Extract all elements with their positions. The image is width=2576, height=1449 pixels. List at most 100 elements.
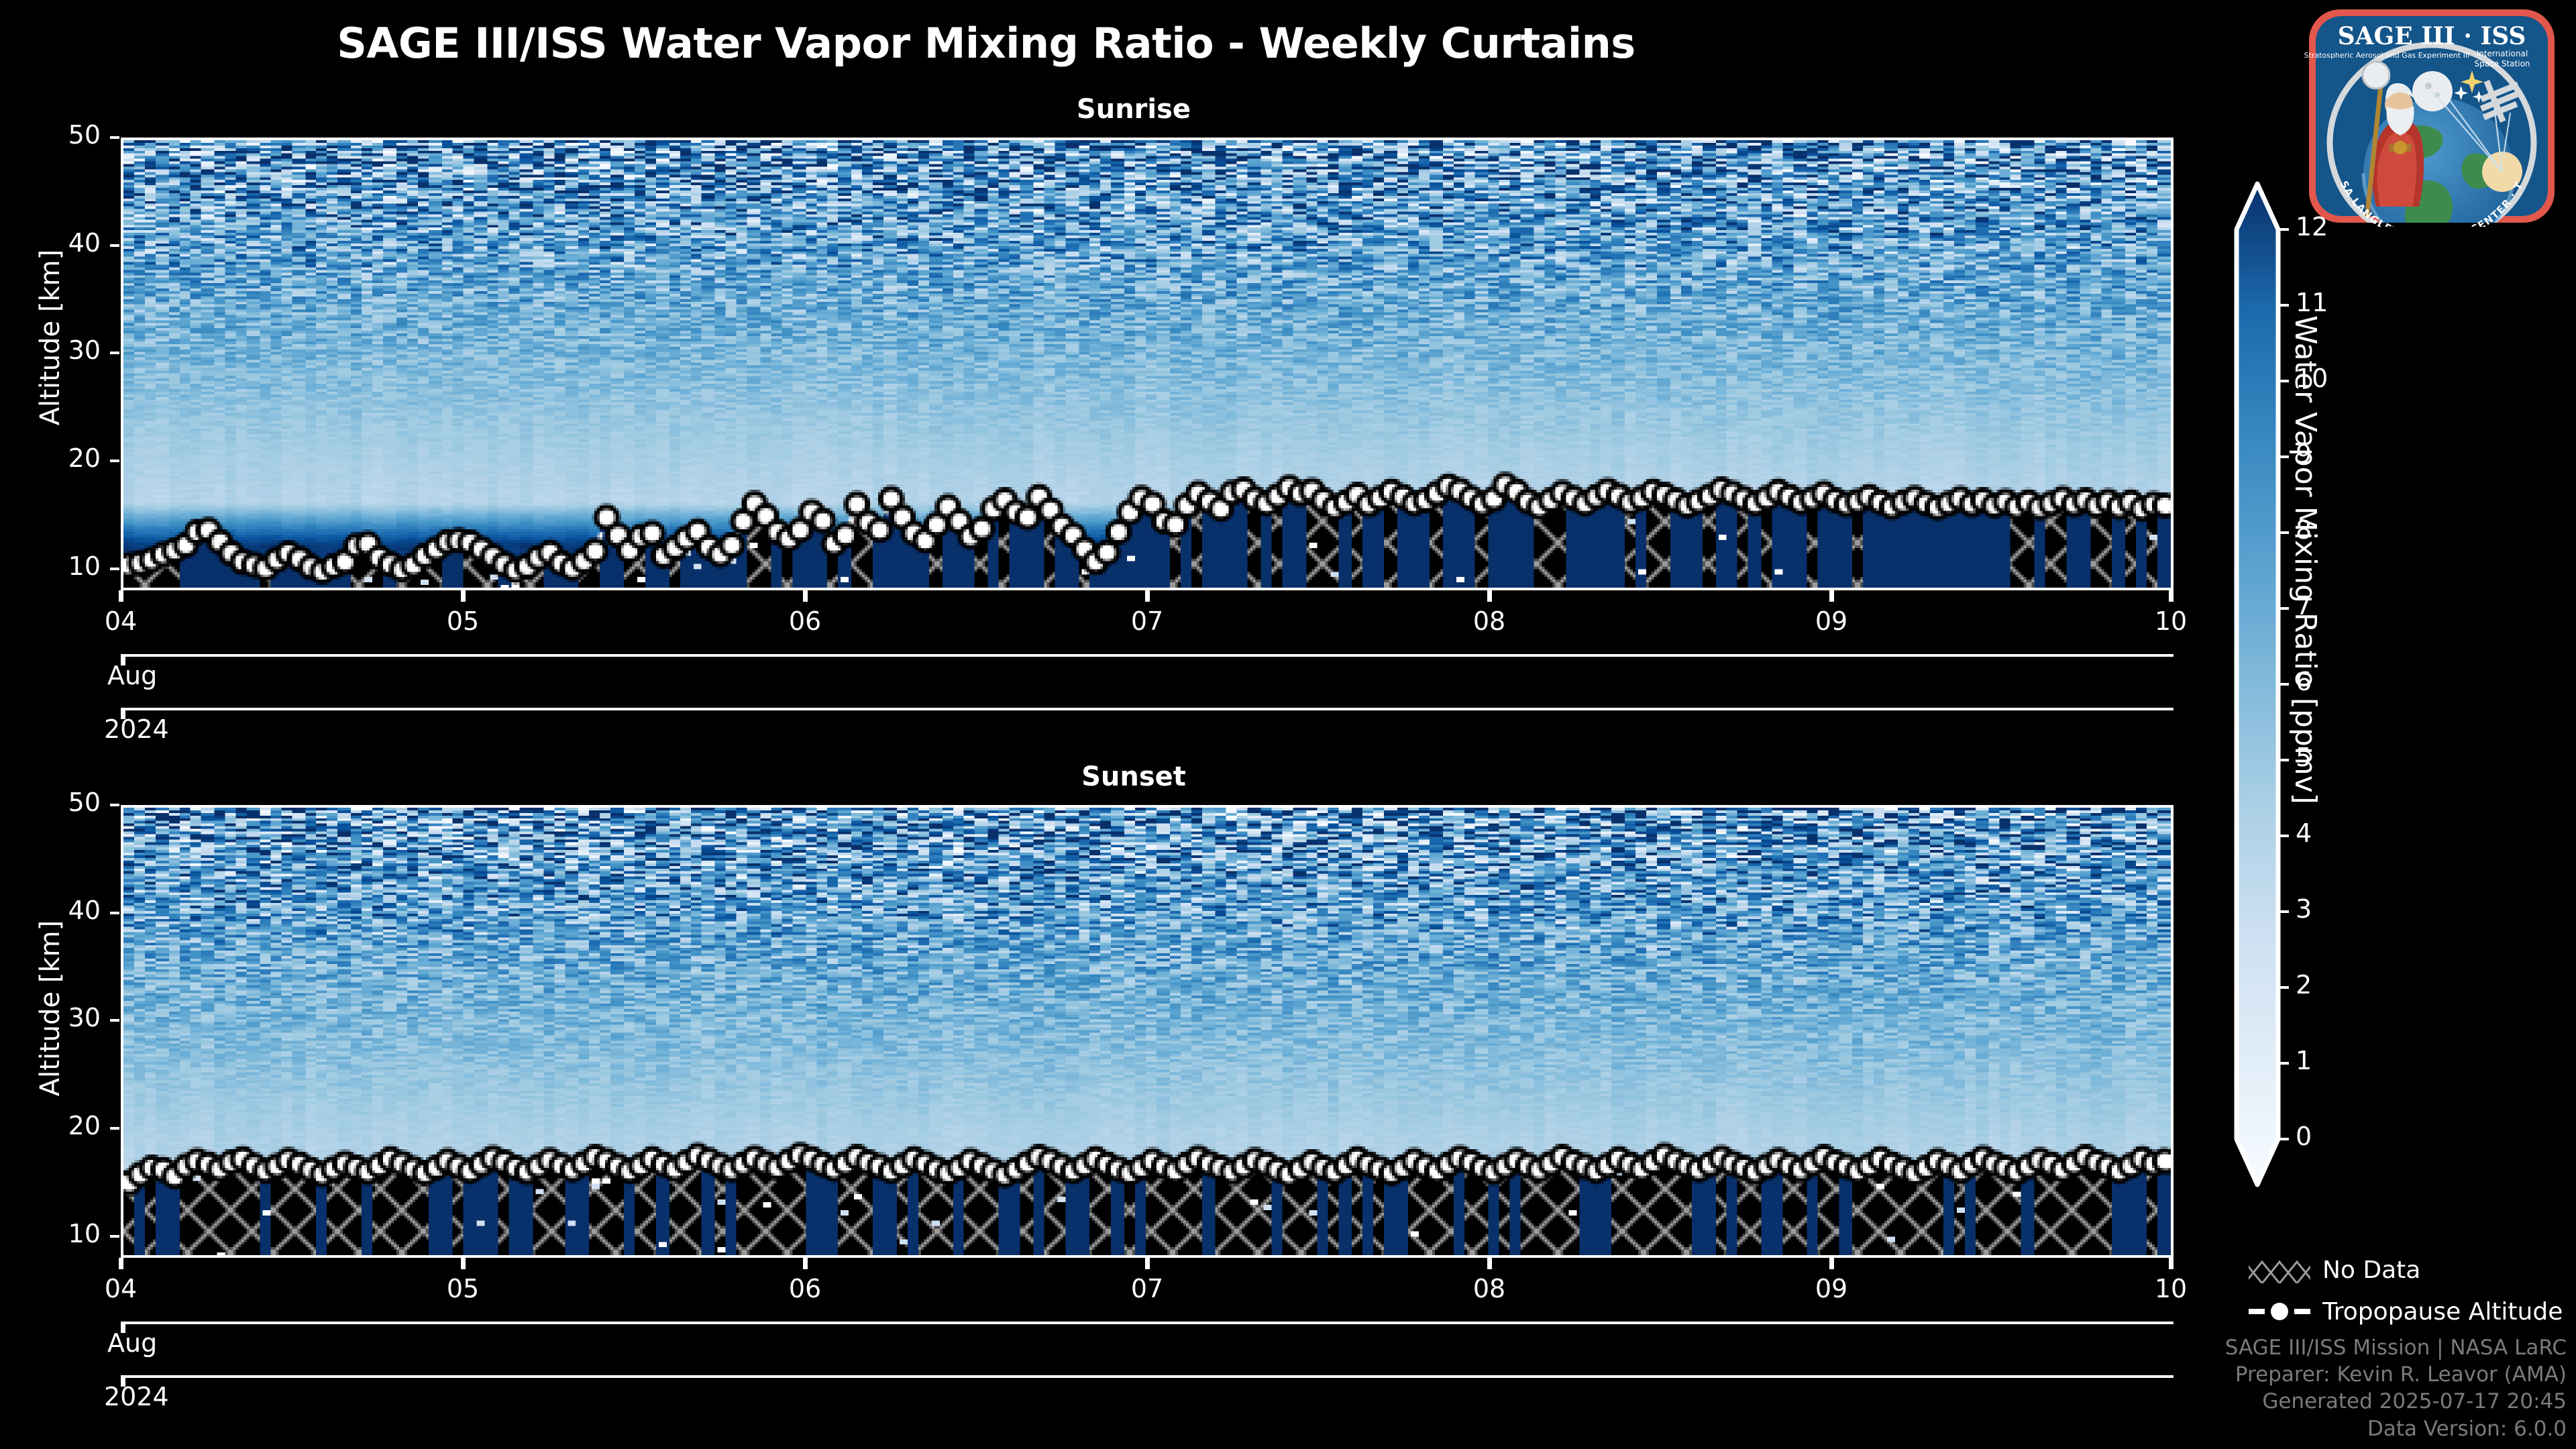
x-tick-label-08: 08 bbox=[1472, 1274, 1506, 1303]
x-tick-mark bbox=[461, 590, 466, 602]
colorbar-tick-label-0: 0 bbox=[2296, 1122, 2312, 1151]
month-label-sunset: Aug bbox=[107, 1328, 158, 1358]
x-tick-label-09: 09 bbox=[1815, 606, 1848, 636]
year-rule-sunset bbox=[121, 1375, 2174, 1378]
colorbar-tick-mark-3 bbox=[2279, 910, 2289, 913]
colorbar-tick-label-10: 10 bbox=[2296, 364, 2328, 393]
y-tick-mark bbox=[110, 1019, 119, 1022]
x-tick-label-06: 06 bbox=[788, 1274, 822, 1303]
sage-iii-iss-mission-patch-icon: BALL · NASA LANGLEY RESEARCH CENTER · TA… bbox=[2296, 0, 2563, 245]
legend: No Data Tropopause Altitude bbox=[2243, 1249, 2571, 1332]
page-title: SAGE III/ISS Water Vapor Mixing Ratio - … bbox=[337, 19, 1635, 68]
colorbar-tick-label-12: 12 bbox=[2296, 212, 2328, 241]
colorbar-tick-mark-0 bbox=[2279, 1138, 2289, 1140]
month-tick-sunrise bbox=[121, 654, 125, 665]
colorbar-tick-mark-12 bbox=[2279, 228, 2289, 231]
colorbar-tick-mark-7 bbox=[2279, 607, 2289, 610]
colorbar-tick-label-11: 11 bbox=[2296, 288, 2328, 317]
legend-item-no-data: No Data bbox=[2243, 1249, 2571, 1291]
x-tick-label-10: 10 bbox=[2154, 1274, 2188, 1303]
x-tick-mark bbox=[119, 590, 123, 602]
x-tick-label-05: 05 bbox=[446, 606, 480, 636]
no-data-hatch-icon bbox=[2243, 1256, 2316, 1285]
x-tick-mark bbox=[1487, 590, 1492, 602]
heatmap-panel-sunset[interactable] bbox=[121, 805, 2174, 1258]
x-tick-label-08: 08 bbox=[1472, 606, 1506, 636]
colorbar-tick-label-5: 5 bbox=[2296, 743, 2312, 772]
colorbar-tick-mark-2 bbox=[2279, 986, 2289, 989]
year-label-sunset: 2024 bbox=[104, 1382, 169, 1411]
x-tick-mark bbox=[803, 1258, 808, 1269]
y-tick-mark bbox=[110, 244, 119, 247]
colorbar-label: Water Vapor Mixing Ratio [ppmv] bbox=[2288, 315, 2322, 804]
footer-line-version: Data Version: 6.0.0 bbox=[2367, 1416, 2567, 1441]
y-tick-label-10: 10 bbox=[68, 1218, 101, 1248]
y-tick-label-20: 20 bbox=[68, 443, 101, 474]
x-tick-label-07: 07 bbox=[1130, 1274, 1164, 1303]
year-tick-sunset bbox=[121, 1375, 125, 1387]
y-tick-mark bbox=[110, 911, 119, 914]
colorbar-tick-mark-1 bbox=[2279, 1062, 2289, 1065]
x-tick-mark bbox=[119, 1258, 123, 1269]
x-tick-mark bbox=[1145, 590, 1150, 602]
y-tick-mark bbox=[110, 352, 119, 355]
year-tick-sunrise bbox=[121, 708, 125, 719]
heatmap-canvas-sunrise bbox=[123, 140, 2171, 588]
footer-line-mission: SAGE III/ISS Mission | NASA LaRC bbox=[2224, 1335, 2567, 1360]
colorbar-tick-mark-9 bbox=[2279, 455, 2289, 458]
month-rule-sunset bbox=[121, 1322, 2174, 1324]
month-rule-sunrise bbox=[121, 654, 2174, 657]
year-label-sunrise: 2024 bbox=[104, 714, 169, 744]
svg-text:Space Station: Space Station bbox=[2474, 59, 2530, 68]
x-tick-mark bbox=[1487, 1258, 1492, 1269]
tropopause-marker-icon bbox=[2249, 1298, 2310, 1325]
y-tick-mark bbox=[110, 1127, 119, 1130]
x-tick-label-04: 04 bbox=[104, 606, 138, 636]
colorbar-tick-label-9: 9 bbox=[2296, 439, 2312, 469]
colorbar-tick-mark-6 bbox=[2279, 683, 2289, 686]
y-tick-mark bbox=[110, 1234, 119, 1238]
heatmap-panel-sunrise[interactable] bbox=[121, 138, 2174, 590]
heatmap-canvas-sunset bbox=[123, 808, 2171, 1255]
colorbar-tick-label-7: 7 bbox=[2296, 591, 2312, 621]
legend-item-tropopause: Tropopause Altitude bbox=[2249, 1291, 2571, 1332]
x-tick-label-10: 10 bbox=[2154, 606, 2188, 636]
colorbar[interactable] bbox=[2234, 181, 2281, 1187]
x-tick-mark bbox=[803, 590, 808, 602]
x-tick-label-06: 06 bbox=[788, 606, 822, 636]
footer-line-generated: Generated 2025-07-17 20:45 bbox=[2262, 1389, 2567, 1414]
x-tick-mark bbox=[2169, 590, 2174, 602]
y-tick-mark bbox=[110, 804, 119, 806]
colorbar-tick-label-4: 4 bbox=[2296, 818, 2312, 848]
legend-label-tropopause: Tropopause Altitude bbox=[2322, 1297, 2563, 1326]
y-tick-label-30: 30 bbox=[68, 1003, 101, 1033]
svg-text:Stratospheric Aerosol and Gas: Stratospheric Aerosol and Gas Experiment… bbox=[2304, 51, 2470, 60]
colorbar-tick-mark-5 bbox=[2279, 759, 2289, 761]
colorbar-tick-mark-10 bbox=[2279, 380, 2289, 382]
colorbar-tick-label-3: 3 bbox=[2296, 894, 2312, 924]
x-tick-label-07: 07 bbox=[1130, 606, 1164, 636]
colorbar-tick-mark-4 bbox=[2279, 835, 2289, 837]
y-tick-mark bbox=[110, 460, 119, 463]
colorbar-tick-mark-11 bbox=[2279, 304, 2289, 307]
colorbar-tick-label-1: 1 bbox=[2296, 1046, 2312, 1075]
y-tick-label-30: 30 bbox=[68, 335, 101, 366]
colorbar-tick-mark-8 bbox=[2279, 531, 2289, 534]
svg-text:SAGE III · ISS: SAGE III · ISS bbox=[2338, 22, 2526, 50]
x-tick-label-05: 05 bbox=[446, 1274, 480, 1303]
y-tick-label-50: 50 bbox=[68, 120, 101, 150]
x-tick-mark bbox=[1145, 1258, 1150, 1269]
y-tick-label-40: 40 bbox=[68, 895, 101, 925]
svg-text:International: International bbox=[2477, 49, 2528, 58]
x-tick-label-04: 04 bbox=[104, 1274, 138, 1303]
x-tick-mark bbox=[1829, 1258, 1834, 1269]
year-rule-sunrise bbox=[121, 708, 2174, 710]
legend-label-no-data: No Data bbox=[2322, 1256, 2421, 1284]
colorbar-tick-label-8: 8 bbox=[2296, 515, 2312, 545]
colorbar-tick-label-2: 2 bbox=[2296, 970, 2312, 1000]
x-tick-mark bbox=[461, 1258, 466, 1269]
y-tick-label-20: 20 bbox=[68, 1111, 101, 1141]
y-tick-mark bbox=[110, 567, 119, 570]
panel-title-sunrise: Sunrise bbox=[1076, 94, 1191, 125]
